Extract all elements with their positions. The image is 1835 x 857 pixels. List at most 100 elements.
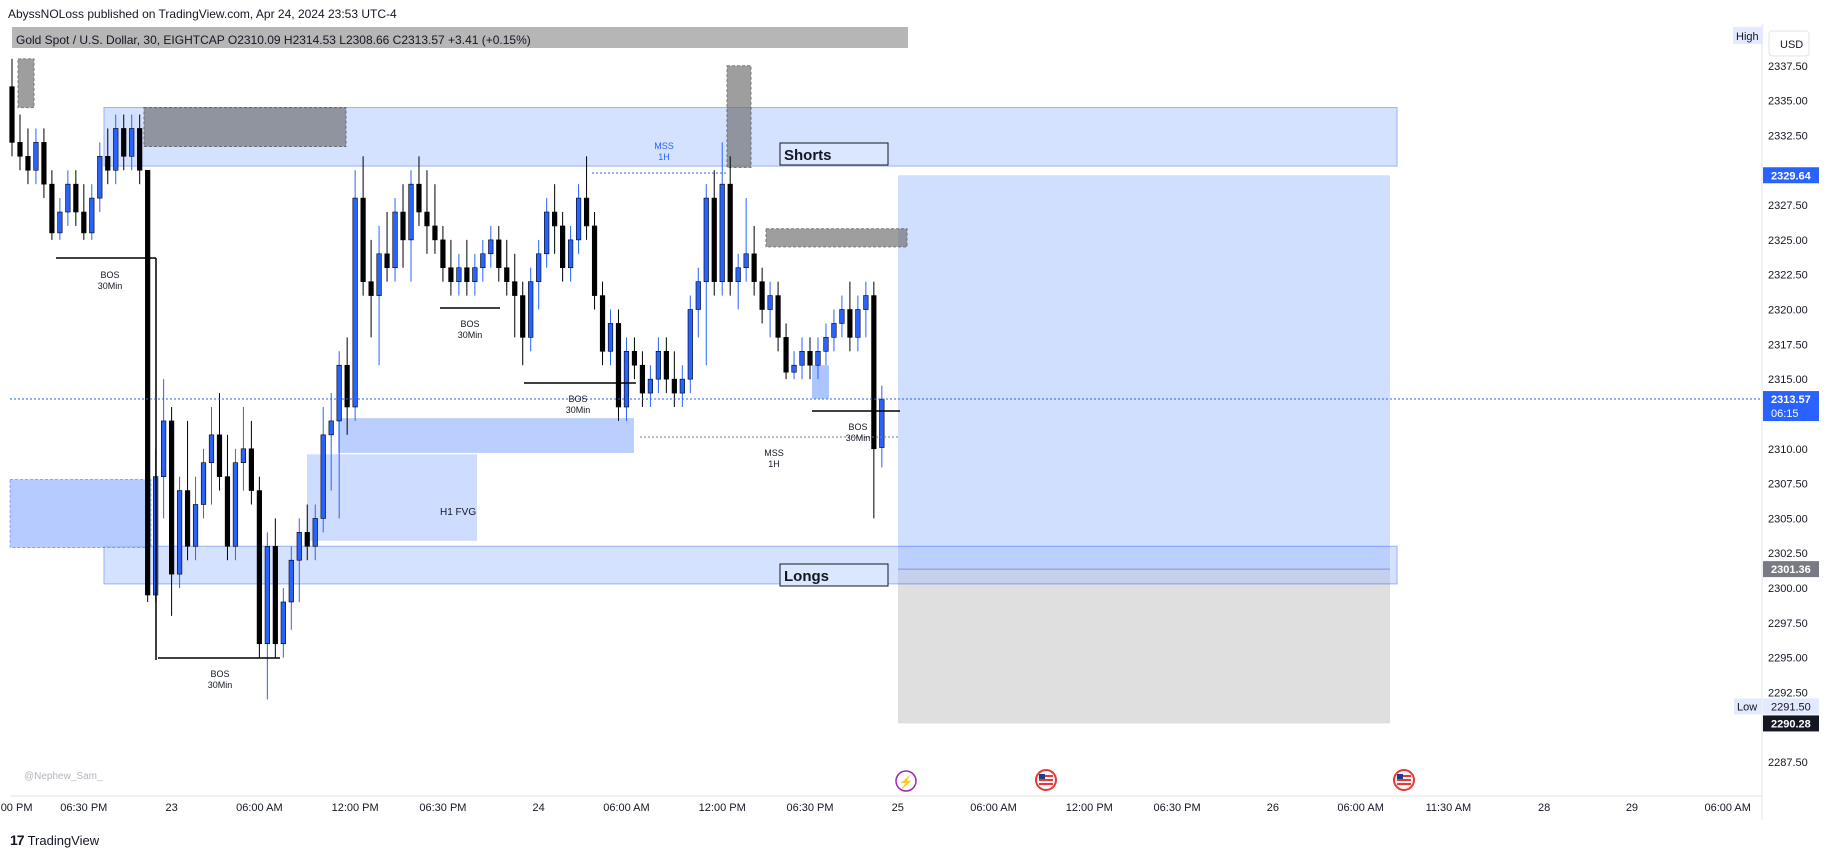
bull-candle: [89, 197, 95, 234]
low-tag: Low: [1737, 701, 1757, 713]
legend-text: Gold Spot / U.S. Dollar, 30, EIGHTCAP O2…: [16, 33, 531, 47]
bull-candle: [352, 197, 358, 408]
bear-candle: [137, 128, 143, 171]
longs-zone: [103, 545, 1398, 585]
bull-candle: [695, 281, 701, 310]
bull-candle: [488, 239, 494, 255]
us-flag-event-icon-2[interactable]: [1393, 769, 1415, 791]
time-tick-label: 06:30 PM: [60, 802, 107, 814]
bear-candle: [224, 476, 231, 547]
bear-candle: [304, 532, 310, 547]
price-badge: [1763, 167, 1819, 184]
price-badge: [1763, 715, 1819, 732]
bull-candle: [647, 378, 653, 394]
time-tick-label: 24: [533, 802, 545, 814]
bear-candle: [440, 239, 446, 269]
position-profit-area: [898, 175, 1390, 570]
bear-candle: [432, 225, 438, 241]
bear-candle: [9, 86, 15, 143]
bull-candle: [33, 142, 39, 171]
bos5-line2: 30Min: [846, 433, 871, 443]
bear-candle: [775, 295, 781, 338]
fvg-label: H1 FVG: [440, 507, 476, 518]
legend-bar: [12, 27, 908, 48]
time-tick-label: 26: [1267, 802, 1279, 814]
position-loss-area: [898, 569, 1390, 724]
bull-candle: [719, 183, 725, 282]
bos4-line2: 30Min: [566, 405, 591, 415]
time-tick-label: 12:00 PM: [699, 802, 746, 814]
bear-candle: [496, 239, 502, 269]
bull-candle: [192, 504, 199, 547]
bull-candle: [472, 267, 478, 282]
bull-candle: [392, 211, 398, 269]
bull-candle: [799, 350, 805, 366]
time-tick-label: 29: [1626, 802, 1638, 814]
longs-label: Longs: [784, 568, 829, 585]
watermark: @Nephew_Sam_: [24, 771, 103, 782]
bull-candle: [264, 545, 270, 645]
price-tick-label: 2287.50: [1768, 757, 1808, 769]
mss2-line2: 1H: [768, 459, 780, 469]
bear-candle: [145, 169, 151, 596]
time-axis[interactable]: 2:00 PM 06:30 PM 23 06:00 AM 12:00 PM 06:30 P…: [0, 795, 1762, 814]
mss1-line2: 1H: [658, 152, 670, 162]
bear-candle: [751, 253, 757, 282]
bull-candle: [855, 309, 861, 338]
small-fvg-zone: [812, 365, 829, 399]
time-tick-label: 12:00 PM: [1066, 802, 1113, 814]
bull-candle: [567, 239, 574, 269]
bear-candle: [583, 197, 590, 227]
bull-candle: [296, 532, 302, 561]
mss1-line1: MSS: [654, 141, 674, 151]
bear-candle: [512, 281, 518, 296]
price-tick-label: 2300.00: [1768, 583, 1808, 595]
bos2-line2: 30Min: [208, 680, 233, 690]
price-badge-label: 2301.36: [1771, 564, 1811, 576]
bos2-line1: BOS: [210, 669, 229, 679]
time-tick-label: 06:30 PM: [1154, 802, 1201, 814]
bull-candle: [65, 183, 71, 213]
bull-candle: [743, 253, 749, 269]
price-axis[interactable]: 2287.50 2292.50 2295.00 2297.50 2300.00 2302.…: [1761, 24, 1808, 820]
bull-candle: [575, 197, 582, 241]
bull-candle: [456, 267, 462, 282]
longs-label-box: [779, 563, 889, 587]
bos4-line1: BOS: [568, 394, 587, 404]
bear-candle: [504, 267, 510, 282]
price-badges: 2329.64 2313.57 06:15 2301.36 2291.50 Low 2290…: [1734, 167, 1819, 732]
bear-candle: [448, 267, 454, 282]
bear-candle: [783, 337, 789, 373]
bull-candle: [679, 378, 685, 394]
bull-candle: [703, 197, 709, 282]
bear-candle: [591, 225, 598, 296]
bull-candle: [791, 364, 797, 373]
order-block-3: [726, 65, 752, 168]
left-imbalance-zone: [9, 479, 152, 548]
bear-candle: [105, 156, 111, 171]
bear-candle: [727, 183, 733, 282]
bos3-line1: BOS: [460, 319, 479, 329]
bear-candle: [25, 156, 31, 171]
tradingview-brand[interactable]: 17 TradingView: [10, 832, 99, 848]
bull-candle: [536, 253, 542, 282]
lightning-event-icon[interactable]: ⚡: [895, 770, 917, 792]
us-flag-event-icon[interactable]: [1035, 769, 1057, 791]
bull-candle: [113, 128, 119, 171]
bull-candle: [129, 128, 135, 157]
bull-candle: [823, 337, 829, 352]
price-tick-label: 2320.00: [1768, 305, 1808, 317]
currency-button[interactable]: [1768, 30, 1810, 57]
bear-candle: [560, 225, 566, 269]
bull-candle: [767, 295, 773, 310]
bull-candle: [320, 434, 326, 519]
price-tick-label: 2292.50: [1768, 688, 1808, 700]
time-tick-label: 06:00 AM: [236, 802, 282, 814]
bull-candle: [735, 267, 741, 282]
bear-candle: [671, 378, 677, 394]
bull-candle: [408, 183, 414, 241]
h1-fvg-zone: [307, 454, 477, 541]
bear-candle: [73, 183, 79, 213]
bear-candle: [344, 364, 350, 408]
